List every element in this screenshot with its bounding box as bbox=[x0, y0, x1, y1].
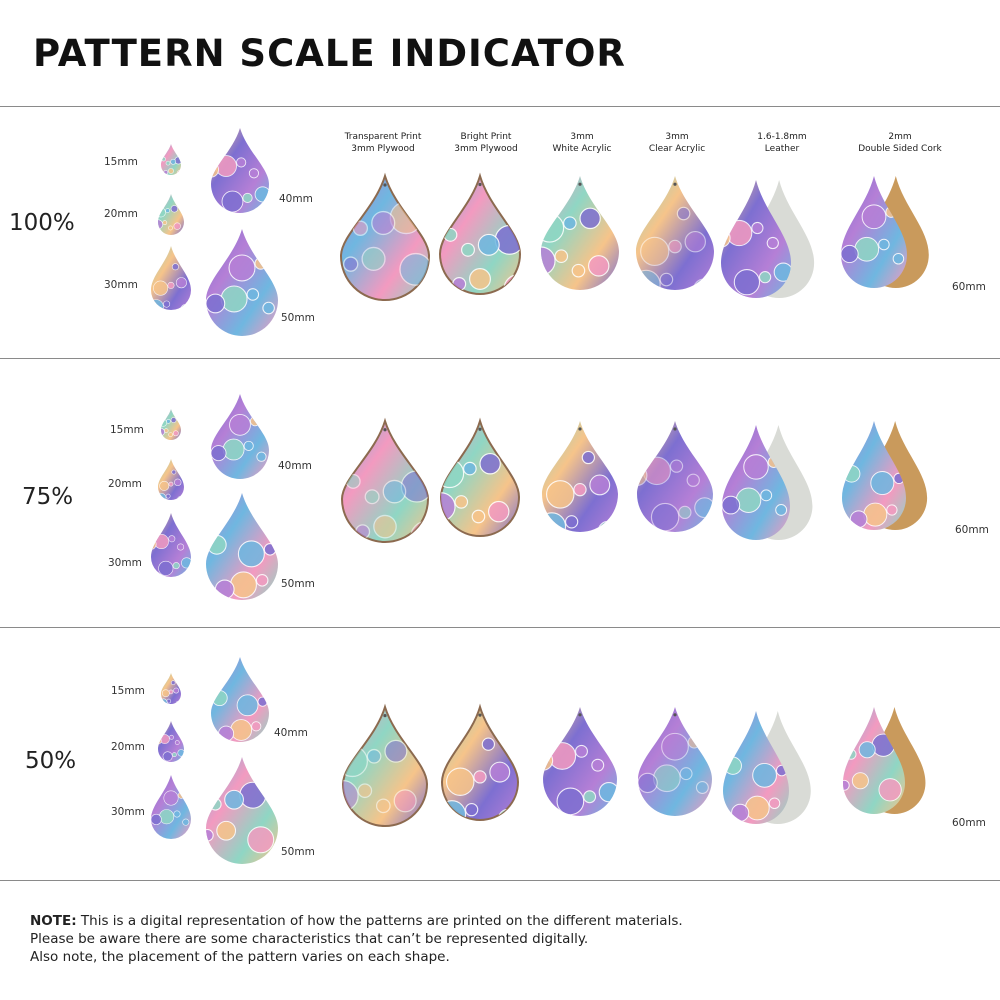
swatch-leather bbox=[722, 425, 813, 540]
size-label: 60mm bbox=[955, 524, 989, 536]
divider-top bbox=[0, 106, 1000, 107]
size-label: 30mm bbox=[104, 279, 138, 291]
material-line1: 3mm bbox=[570, 132, 594, 142]
swatch-white-acrylic bbox=[543, 707, 617, 816]
swatch-50mm bbox=[206, 757, 278, 864]
material-line2: 3mm Plywood bbox=[454, 144, 518, 154]
swatch-50mm bbox=[206, 229, 278, 336]
material-line2: 3mm Plywood bbox=[351, 144, 415, 154]
swatch-bright-plywood bbox=[438, 172, 522, 295]
swatch-15mm bbox=[161, 144, 181, 175]
swatch-15mm bbox=[161, 673, 181, 704]
swatch-30mm bbox=[151, 513, 191, 577]
swatch-leather bbox=[723, 711, 811, 824]
swatch-50mm bbox=[206, 493, 278, 600]
swatch-20mm bbox=[158, 721, 184, 762]
swatch-30mm bbox=[151, 775, 191, 839]
size-label: 30mm bbox=[111, 806, 145, 818]
material-line2: Double Sided Cork bbox=[858, 144, 942, 154]
swatch-bright-plywood bbox=[440, 703, 520, 821]
size-label: 15mm bbox=[110, 424, 144, 436]
size-label: 50mm bbox=[281, 846, 315, 858]
page-title: PATTERN SCALE INDICATOR bbox=[33, 32, 626, 75]
material-header-cork: 2mm Double Sided Cork bbox=[840, 131, 960, 155]
swatch-transparent-plywood bbox=[341, 703, 429, 827]
swatch-clear-acrylic bbox=[636, 176, 714, 290]
swatch-bright-plywood bbox=[439, 417, 521, 537]
swatch-20mm bbox=[158, 459, 184, 500]
size-label: 15mm bbox=[104, 156, 138, 168]
size-label: 40mm bbox=[279, 193, 313, 205]
size-label: 20mm bbox=[108, 478, 142, 490]
material-header-clear-acrylic: 3mm Clear Acrylic bbox=[617, 131, 737, 155]
note-line-2: Please be aware there are some character… bbox=[30, 931, 589, 947]
note-block: NOTE: This is a digital representation o… bbox=[30, 912, 970, 966]
note-line-1: NOTE: This is a digital representation o… bbox=[30, 912, 970, 930]
size-label: 15mm bbox=[111, 685, 145, 697]
swatch-15mm bbox=[161, 409, 181, 440]
size-label: 50mm bbox=[281, 578, 315, 590]
material-line2: Clear Acrylic bbox=[648, 144, 706, 154]
swatch-cork bbox=[841, 176, 929, 288]
material-line2: Leather bbox=[764, 144, 800, 154]
size-label: 30mm bbox=[108, 557, 142, 569]
swatch-white-acrylic bbox=[542, 421, 618, 532]
swatch-40mm bbox=[211, 128, 269, 213]
scale-label-75: 75% bbox=[22, 484, 74, 510]
divider-bottom bbox=[0, 880, 1000, 881]
swatch-white-acrylic bbox=[541, 176, 619, 290]
swatch-transparent-plywood bbox=[339, 172, 431, 301]
note-line-3: Also note, the placement of the pattern … bbox=[30, 949, 450, 965]
material-header-transparent-plywood: Transparent Print 3mm Plywood bbox=[323, 131, 443, 155]
note-label: NOTE: bbox=[30, 913, 77, 929]
swatch-40mm bbox=[211, 657, 269, 742]
material-line1: Transparent Print bbox=[344, 132, 422, 142]
material-line2: White Acrylic bbox=[552, 144, 612, 154]
swatch-clear-acrylic bbox=[637, 421, 713, 532]
swatch-30mm bbox=[151, 246, 191, 310]
swatch-40mm bbox=[211, 394, 269, 479]
divider-2 bbox=[0, 627, 1000, 628]
swatch-transparent-plywood bbox=[340, 417, 430, 543]
material-header-bright-plywood: Bright Print 3mm Plywood bbox=[426, 131, 546, 155]
material-header-leather: 1.6-1.8mm Leather bbox=[722, 131, 842, 155]
material-line1: Bright Print bbox=[460, 132, 512, 142]
size-label: 40mm bbox=[274, 727, 308, 739]
material-line1: 3mm bbox=[665, 132, 689, 142]
size-label: 60mm bbox=[952, 817, 986, 829]
size-label: 60mm bbox=[952, 281, 986, 293]
material-line1: 2mm bbox=[888, 132, 912, 142]
material-header-white-acrylic: 3mm White Acrylic bbox=[522, 131, 642, 155]
swatch-20mm bbox=[158, 194, 184, 235]
material-line1: 1.6-1.8mm bbox=[757, 132, 807, 142]
size-label: 50mm bbox=[281, 312, 315, 324]
swatch-cork bbox=[842, 421, 928, 530]
note-text-1: This is a digital representation of how … bbox=[76, 913, 683, 929]
scale-label-100: 100% bbox=[9, 210, 75, 236]
scale-label-50: 50% bbox=[25, 748, 77, 774]
size-label: 20mm bbox=[111, 741, 145, 753]
swatch-cork bbox=[843, 707, 926, 814]
swatch-clear-acrylic bbox=[638, 707, 712, 816]
size-label: 20mm bbox=[104, 208, 138, 220]
divider-1 bbox=[0, 358, 1000, 359]
size-label: 40mm bbox=[278, 460, 312, 472]
swatch-leather bbox=[721, 180, 815, 298]
